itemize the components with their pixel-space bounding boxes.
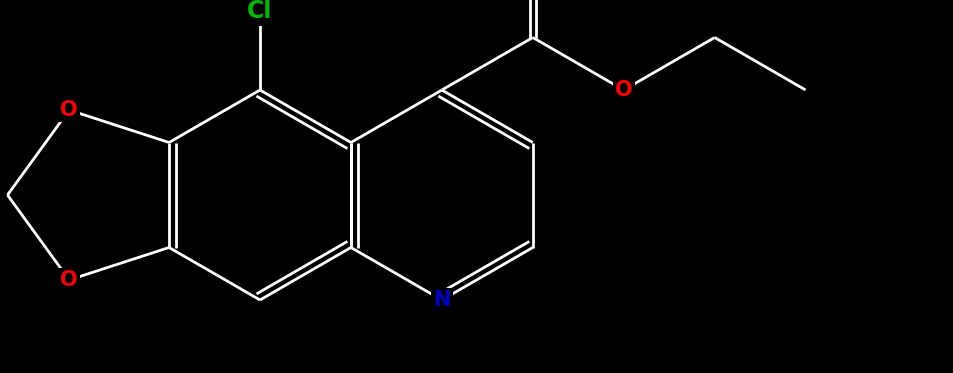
Text: Cl: Cl (247, 0, 273, 23)
Text: N: N (433, 290, 450, 310)
Text: O: O (615, 80, 632, 100)
Text: O: O (60, 100, 78, 120)
Text: O: O (60, 270, 78, 290)
